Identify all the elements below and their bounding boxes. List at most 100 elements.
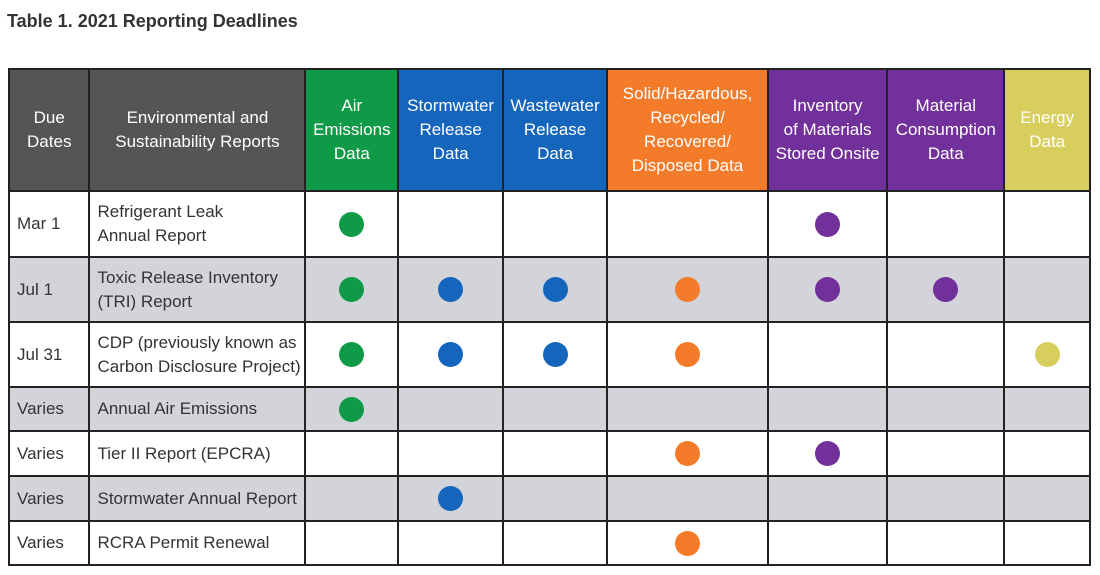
column-header-energy: Energy Data bbox=[1003, 68, 1091, 192]
column-header-label: Stormwater Release Data bbox=[407, 96, 495, 163]
data-cell-solid bbox=[606, 386, 769, 432]
table-row: Varies Annual Air Emissions bbox=[7, 386, 1091, 432]
column-header-label: Solid/Hazardous, Recycled/Recovered/Dispo… bbox=[622, 84, 753, 175]
required-data-dot bbox=[815, 277, 841, 302]
report-name-cell: Tier II Report (EPCRA) bbox=[88, 430, 307, 477]
due-date-cell: Varies bbox=[7, 430, 91, 477]
column-header-due: Due Dates bbox=[7, 68, 91, 192]
data-cell-inv bbox=[766, 475, 889, 522]
due-date-cell: Varies bbox=[7, 520, 91, 566]
data-cell-solid bbox=[606, 520, 769, 566]
reporting-deadlines-table: Due Dates Environmental and Sustainability … bbox=[7, 68, 1091, 566]
report-name-cell: RCRA Permit Renewal bbox=[88, 520, 307, 566]
required-data-dot bbox=[542, 277, 568, 302]
data-cell-energy bbox=[1003, 430, 1091, 477]
due-date-cell: Jul 31 bbox=[7, 321, 91, 388]
data-cell-mat bbox=[886, 256, 1006, 323]
required-data-dot bbox=[933, 277, 959, 302]
column-header-label: Material Consumption Data bbox=[895, 96, 996, 163]
data-cell-energy bbox=[1003, 190, 1091, 258]
data-cell-solid bbox=[606, 190, 769, 258]
column-header-label: Inventory of Materials Stored Onsite bbox=[775, 96, 880, 163]
data-cell-solid bbox=[606, 475, 769, 522]
required-data-dot bbox=[675, 441, 701, 466]
required-data-dot bbox=[675, 530, 701, 556]
report-name-cell: Annual Air Emissions bbox=[88, 386, 307, 432]
data-cell-mat bbox=[886, 190, 1006, 258]
column-header-label: Due Dates bbox=[27, 108, 72, 151]
data-cell-solid bbox=[606, 321, 769, 388]
column-header-storm: Stormwater Release Data bbox=[397, 68, 505, 192]
column-header-label: Air Emissions Data bbox=[313, 96, 391, 163]
header-row: Due Dates Environmental and Sustainability … bbox=[7, 68, 1091, 192]
data-cell-air bbox=[304, 256, 400, 323]
column-header-solid: Solid/Hazardous, Recycled/Recovered/Dispo… bbox=[606, 68, 769, 192]
data-cell-inv bbox=[766, 386, 889, 432]
data-cell-mat bbox=[886, 386, 1006, 432]
required-data-dot bbox=[438, 277, 464, 302]
data-cell-storm bbox=[397, 190, 505, 258]
column-header-waste: Wastewater Release Data bbox=[502, 68, 609, 192]
due-date-cell: Varies bbox=[7, 386, 91, 432]
required-data-dot bbox=[815, 441, 841, 466]
data-cell-air bbox=[304, 520, 400, 566]
data-cell-waste bbox=[502, 190, 609, 258]
column-header-label: Energy Data bbox=[1020, 108, 1075, 151]
data-cell-mat bbox=[886, 520, 1006, 566]
data-cell-waste bbox=[502, 321, 609, 388]
data-cell-inv bbox=[766, 190, 889, 258]
data-cell-waste bbox=[502, 475, 609, 522]
table-row: Varies Stormwater Annual Report bbox=[7, 475, 1091, 522]
table-row: Mar 1 Refrigerant Leak Annual Report bbox=[7, 190, 1091, 258]
column-header-label: Environmental and Sustainability Reports bbox=[115, 108, 280, 151]
data-cell-inv bbox=[766, 520, 889, 566]
due-date-cell: Jul 1 bbox=[7, 256, 91, 323]
table-row: Varies Tier II Report (EPCRA) bbox=[7, 430, 1091, 477]
data-cell-mat bbox=[886, 321, 1006, 388]
column-header-mat: Material Consumption Data bbox=[886, 68, 1006, 192]
data-cell-waste bbox=[502, 386, 609, 432]
table-row: Jul 1 Toxic Release Inventory (TRI) Report bbox=[7, 256, 1091, 323]
required-data-dot bbox=[339, 342, 365, 367]
due-date-cell: Varies bbox=[7, 475, 91, 522]
required-data-dot bbox=[339, 277, 365, 302]
column-header-inv: Inventory of Materials Stored Onsite bbox=[766, 68, 889, 192]
data-cell-storm bbox=[397, 520, 505, 566]
required-data-dot bbox=[438, 342, 464, 367]
required-data-dot bbox=[542, 342, 568, 367]
required-data-dot bbox=[1034, 342, 1060, 367]
table-row: Varies RCRA Permit Renewal bbox=[7, 520, 1091, 566]
column-header-label: Wastewater Release Data bbox=[510, 96, 600, 163]
report-name-cell: Stormwater Annual Report bbox=[88, 475, 307, 522]
report-name-cell: Refrigerant Leak Annual Report bbox=[88, 190, 307, 258]
data-cell-energy bbox=[1003, 520, 1091, 566]
due-date-cell: Mar 1 bbox=[7, 190, 91, 258]
data-cell-solid bbox=[606, 256, 769, 323]
table-title: Table 1. 2021 Reporting Deadlines bbox=[7, 11, 298, 31]
data-cell-storm bbox=[397, 256, 505, 323]
data-cell-solid bbox=[606, 430, 769, 477]
required-data-dot bbox=[339, 211, 365, 237]
data-cell-air bbox=[304, 321, 400, 388]
column-header-report: Environmental and Sustainability Reports bbox=[88, 68, 307, 192]
required-data-dot bbox=[815, 211, 841, 237]
data-cell-air bbox=[304, 430, 400, 477]
data-cell-waste bbox=[502, 520, 609, 566]
data-cell-waste bbox=[502, 256, 609, 323]
data-cell-energy bbox=[1003, 475, 1091, 522]
data-cell-energy bbox=[1003, 321, 1091, 388]
data-cell-storm bbox=[397, 321, 505, 388]
data-cell-inv bbox=[766, 256, 889, 323]
data-cell-air bbox=[304, 190, 400, 258]
data-cell-energy bbox=[1003, 386, 1091, 432]
data-cell-air bbox=[304, 475, 400, 522]
required-data-dot bbox=[675, 277, 701, 302]
data-cell-waste bbox=[502, 430, 609, 477]
data-cell-inv bbox=[766, 321, 889, 388]
data-cell-air bbox=[304, 386, 400, 432]
required-data-dot bbox=[438, 486, 464, 511]
data-cell-storm bbox=[397, 430, 505, 477]
data-cell-storm bbox=[397, 386, 505, 432]
data-cell-mat bbox=[886, 475, 1006, 522]
